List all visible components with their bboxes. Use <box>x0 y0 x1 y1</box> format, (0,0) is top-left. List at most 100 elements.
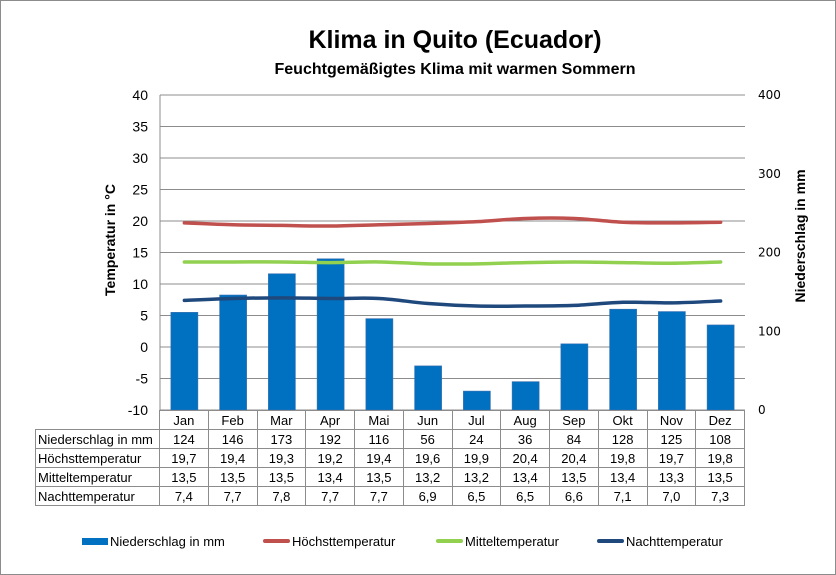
precipitation-bar <box>609 308 637 411</box>
table-cell: 13,2 <box>402 467 453 487</box>
table-cell: 36 <box>500 429 550 449</box>
left-axis-label: Temperatur in °C <box>102 184 118 296</box>
row-label: Höchsttemperatur <box>35 448 160 468</box>
precipitation-bar <box>463 390 491 411</box>
precipitation-bar <box>365 318 394 411</box>
left-axis-tick: 40 <box>132 87 148 103</box>
table-cell: 84 <box>549 429 599 449</box>
table-cell: 13,5 <box>695 467 745 487</box>
left-axis-tick: 25 <box>132 182 148 198</box>
data-table: Jan Feb Mar Apr Mai Jun Jul Aug Sep Okt Nov Dez Nied… <box>35 410 745 506</box>
legend-label: Höchsttemperatur <box>292 533 396 549</box>
left-axis-tick: 35 <box>132 119 148 135</box>
left-axis-tick: 15 <box>132 245 148 261</box>
row-label: Niederschlag in mm <box>35 429 160 449</box>
legend-label: Nachttemperatur <box>626 533 723 549</box>
table-cell: 146 <box>207 429 258 449</box>
table-cell: 7,8 <box>256 486 307 506</box>
month-header: Dez <box>695 410 745 430</box>
left-axis-tick: 10 <box>132 276 148 292</box>
table-cell: 6,5 <box>451 486 502 506</box>
month-header: Mar <box>256 410 307 430</box>
month-header: Mai <box>354 410 404 430</box>
table-row: Nachttemperatur 7,4 7,7 7,8 7,7 7,7 6,9 6,5 6,5 6… <box>35 486 745 506</box>
table-cell: 7,7 <box>305 486 355 506</box>
legend: Niederschlag in mm Höchsttemperatur Mitt… <box>0 531 836 551</box>
precipitation-bar <box>170 312 199 411</box>
month-header: Apr <box>305 410 355 430</box>
temperature-line <box>182 260 723 266</box>
month-header: Nov <box>646 410 697 430</box>
table-cell: 108 <box>695 429 745 449</box>
table-cell: 7,3 <box>695 486 745 506</box>
table-cell: 6,9 <box>402 486 453 506</box>
right-axis-tick: 300 <box>758 167 781 181</box>
left-axis-tick: 0 <box>140 339 148 355</box>
precipitation-bar <box>560 343 589 411</box>
table-cell: 19,4 <box>207 448 258 468</box>
table-cell: 192 <box>305 429 355 449</box>
table-cell: 20,4 <box>500 448 550 468</box>
table-cell: 19,2 <box>305 448 355 468</box>
precipitation-bars <box>170 258 735 411</box>
legend-item-mean-temp: Mitteltemperatur <box>436 531 559 551</box>
left-axis-ticks: 40 35 30 25 20 15 10 5 0 -5 -10 <box>128 87 148 418</box>
temperature-lines <box>182 216 723 309</box>
table-cell: 7,4 <box>159 486 209 506</box>
month-header: Jun <box>402 410 453 430</box>
precipitation-bar <box>316 258 345 411</box>
precipitation-bar <box>219 294 247 411</box>
right-axis-tick: 400 <box>758 88 781 102</box>
right-axis-tick: 200 <box>758 246 781 260</box>
table-cell: 19,9 <box>451 448 502 468</box>
table-cell: 13,2 <box>451 467 502 487</box>
precipitation-bar <box>268 273 296 411</box>
table-cell: 125 <box>646 429 697 449</box>
table-cell: 13,4 <box>500 467 550 487</box>
table-row: Mitteltemperatur 13,5 13,5 13,5 13,4 13,5 13,2… <box>35 467 745 487</box>
table-cell: 7,1 <box>597 486 648 506</box>
precipitation-swatch-icon <box>82 537 108 545</box>
month-header: Aug <box>500 410 550 430</box>
table-cell: 7,0 <box>646 486 697 506</box>
table-cell: 124 <box>159 429 209 449</box>
table-cell: 116 <box>354 429 404 449</box>
temperature-line <box>182 296 723 309</box>
table-cell: 13,5 <box>549 467 599 487</box>
table-row: Höchsttemperatur 19,7 19,4 19,3 19,2 19,4 19,6… <box>35 448 745 468</box>
legend-item-night-temp: Nachttemperatur <box>597 531 723 551</box>
precipitation-bar <box>658 311 686 411</box>
left-axis-tick: 30 <box>132 150 148 166</box>
table-cell: 13,5 <box>354 467 404 487</box>
gridlines <box>159 94 745 411</box>
table-cell: 173 <box>256 429 307 449</box>
table-cell: 19,6 <box>402 448 453 468</box>
row-label: Mitteltemperatur <box>35 467 160 487</box>
left-axis-tick: 5 <box>140 308 148 324</box>
table-cell: 13,5 <box>207 467 258 487</box>
table-cell: 7,7 <box>354 486 404 506</box>
table-cell: 6,5 <box>500 486 550 506</box>
chart-subtitle: Feuchtgemäßigtes Klima mit warmen Sommer… <box>274 61 636 78</box>
legend-label: Niederschlag in mm <box>110 533 225 549</box>
left-axis-tick: 20 <box>132 213 148 229</box>
table-cell: 13,5 <box>256 467 307 487</box>
table-cell: 19,3 <box>256 448 307 468</box>
table-cell: 13,3 <box>646 467 697 487</box>
table-cell: 6,6 <box>549 486 599 506</box>
table-cell: 19,8 <box>597 448 648 468</box>
night-temp-line-icon <box>597 539 624 543</box>
month-header: Okt <box>597 410 648 430</box>
table-row: Niederschlag in mm 124 146 173 192 116 56 24 36 8… <box>35 429 745 449</box>
legend-label: Mitteltemperatur <box>465 533 559 549</box>
chart-title: Klima in Quito (Ecuador) <box>308 26 602 54</box>
month-header: Sep <box>549 410 599 430</box>
table-cell: 13,4 <box>305 467 355 487</box>
legend-item-precipitation: Niederschlag in mm <box>82 531 225 551</box>
table-header-row: Jan Feb Mar Apr Mai Jun Jul Aug Sep Okt Nov Dez <box>36 410 745 430</box>
left-axis-tick: -5 <box>136 371 149 387</box>
precipitation-bar <box>414 365 442 411</box>
month-header: Jul <box>451 410 502 430</box>
table-cell: 19,4 <box>354 448 404 468</box>
